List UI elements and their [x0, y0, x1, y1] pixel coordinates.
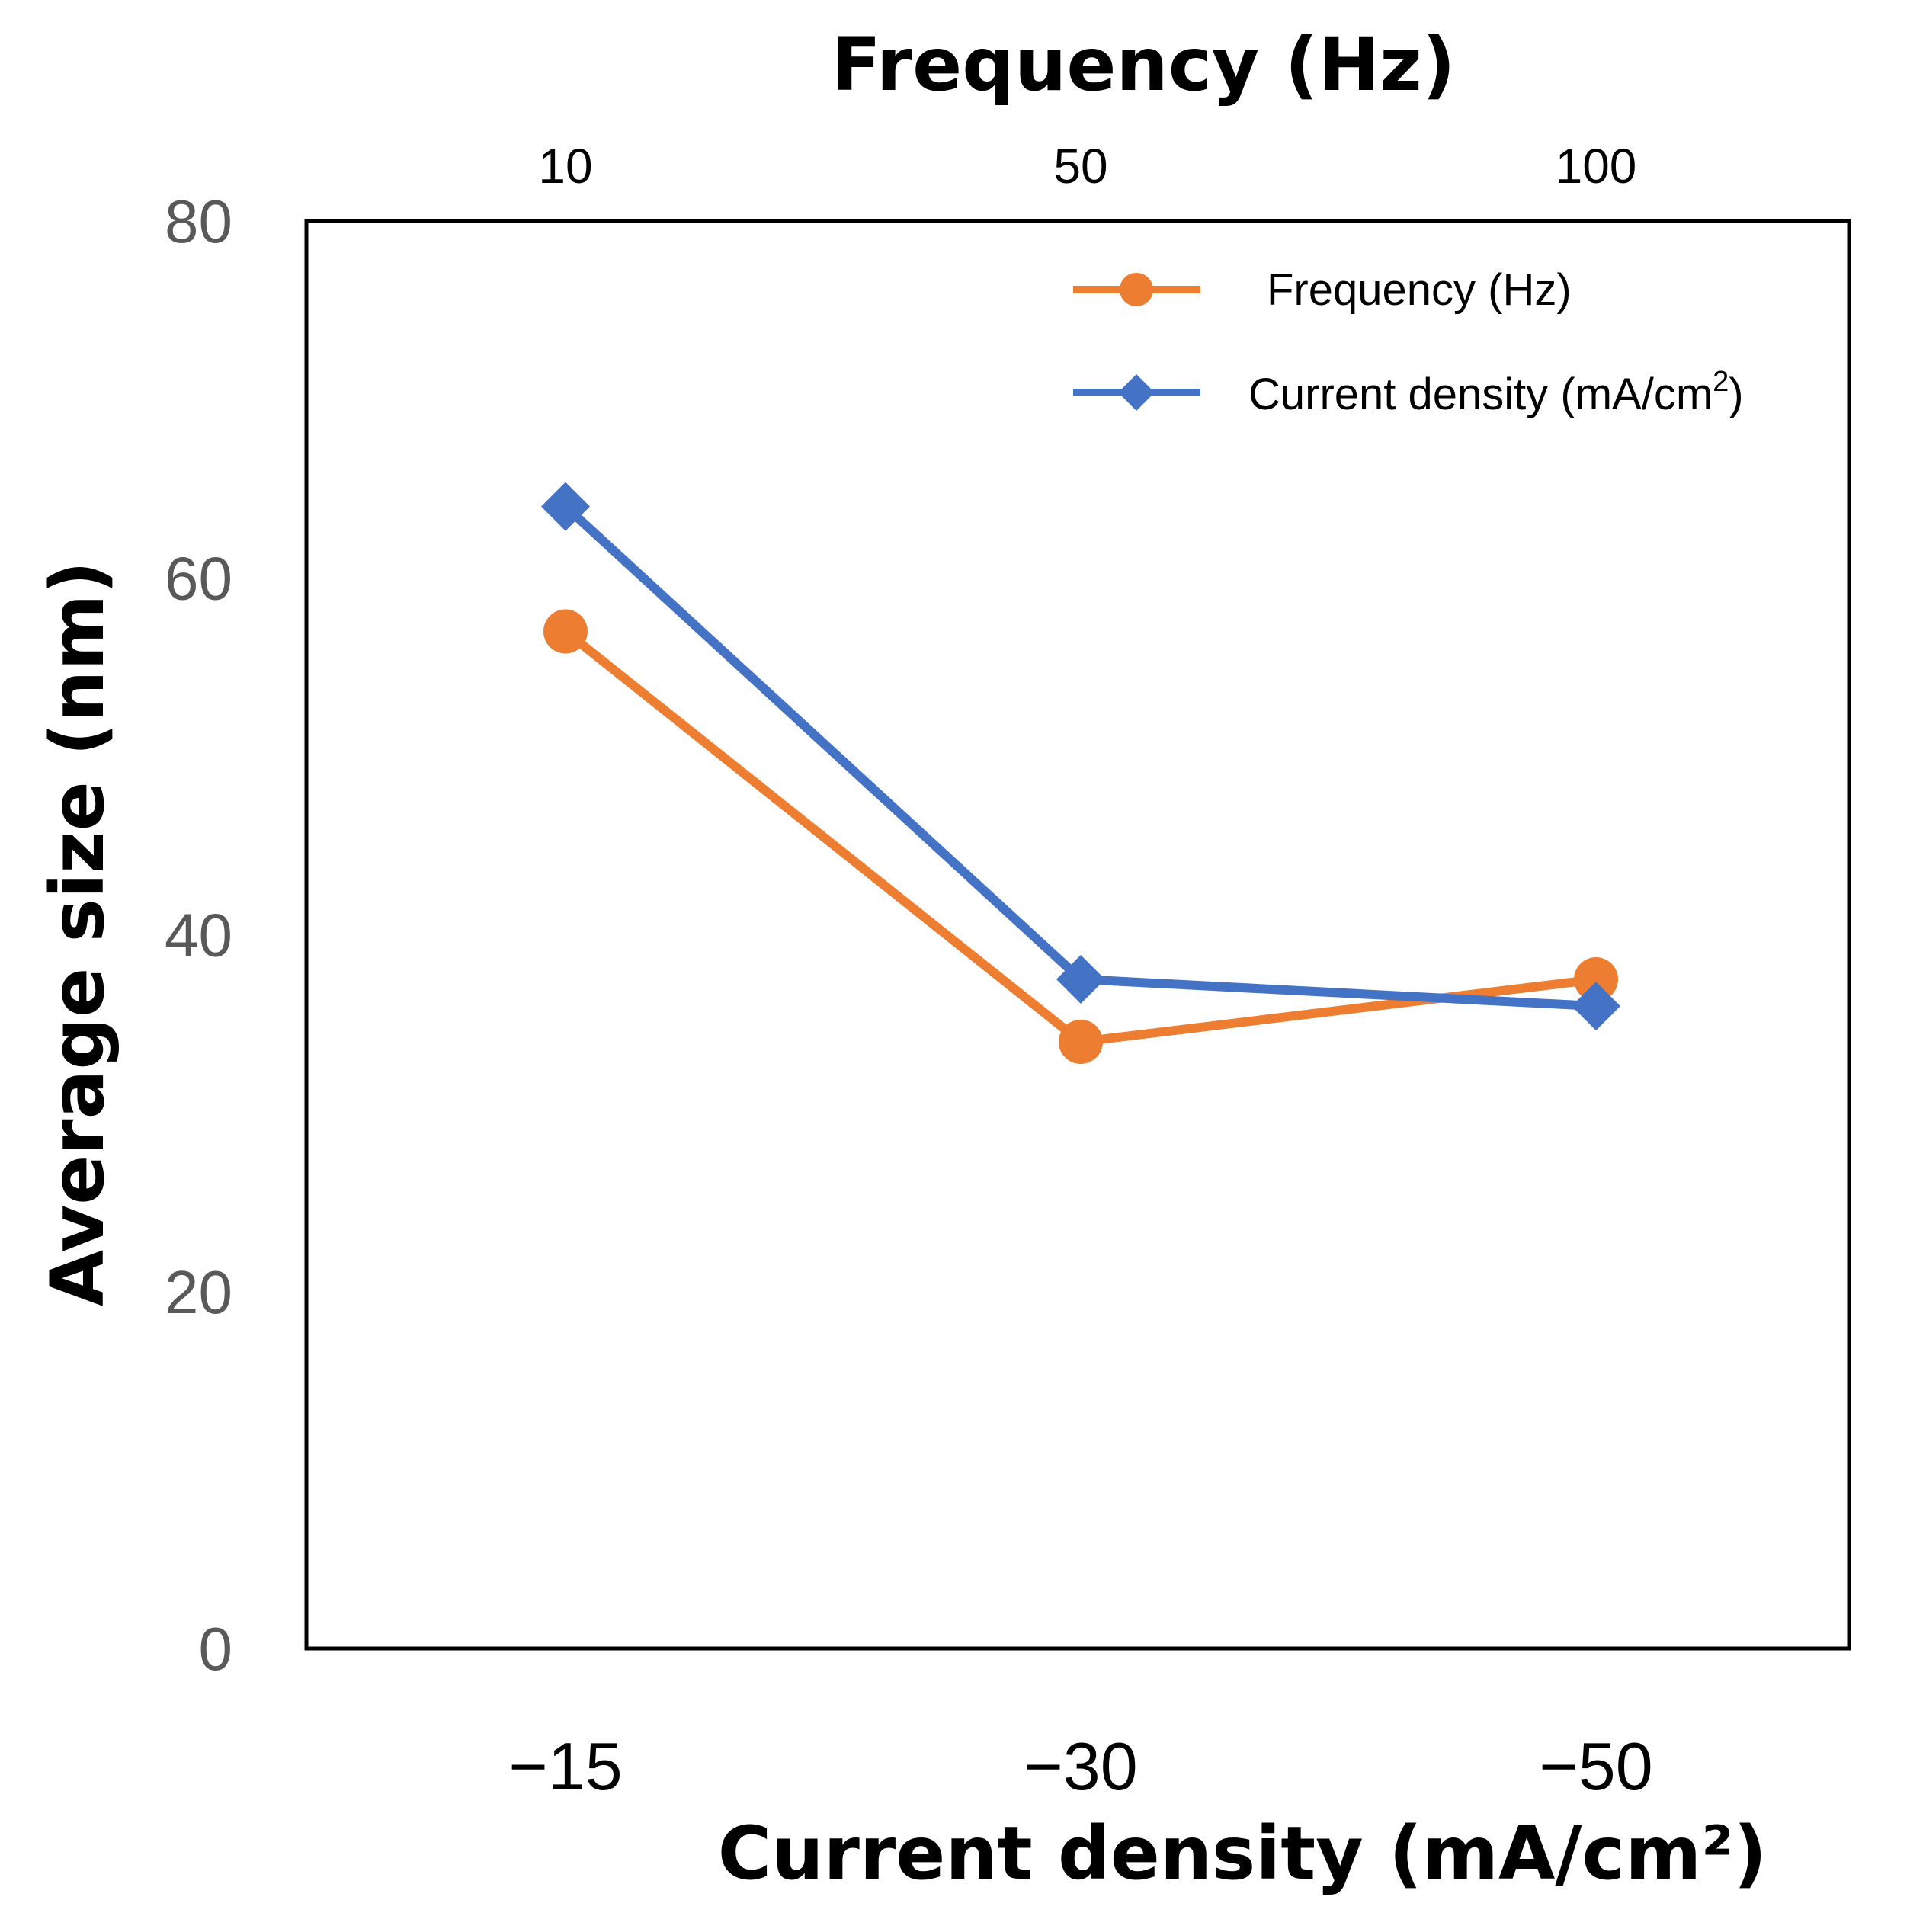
top-tick-label: 10: [538, 139, 592, 194]
top-tick-label: 50: [1053, 139, 1107, 194]
bottom-tick-labels: −15 −30 −50: [508, 1729, 1652, 1804]
legend-label-current-density-main: Current density (mA/cm: [1248, 370, 1713, 419]
data-point-frequency: [1059, 1019, 1103, 1064]
y-tick-label: 60: [165, 544, 232, 612]
plot-area-frame: [304, 219, 1851, 1651]
data-point-current-density: [1056, 955, 1105, 1004]
series-layer: [541, 482, 1620, 1064]
legend-label-current-density-superscript: 2: [1713, 366, 1729, 398]
legend-marker-frequency: [1120, 273, 1153, 306]
y-tick-label: 20: [165, 1258, 232, 1326]
bottom-axis-title: Current density (mA/cm²): [718, 1811, 1767, 1896]
bottom-tick-label: −30: [1024, 1729, 1137, 1804]
top-axis-title: Frequency (Hz): [831, 22, 1455, 107]
legend: Frequency (Hz) Current density (mA/cm2): [1073, 265, 1744, 419]
data-point-frequency: [1574, 957, 1618, 1002]
y-tick-label: 40: [165, 902, 232, 969]
legend-label-current-density: Current density (mA/cm2): [1248, 366, 1744, 419]
data-point-current-density: [1572, 982, 1620, 1031]
legend-marker-current-density: [1118, 374, 1155, 411]
data-point-frequency: [543, 609, 588, 654]
bottom-tick-label: −50: [1539, 1729, 1652, 1804]
data-point-current-density: [541, 482, 590, 531]
top-tick-label: 100: [1556, 139, 1637, 194]
y-tick-label: 80: [165, 187, 232, 255]
top-tick-labels: 10 50 100: [538, 139, 1636, 194]
legend-label-current-density-suffix: ): [1729, 370, 1743, 419]
bottom-tick-label: −15: [508, 1729, 622, 1804]
y-tick-label: 0: [199, 1615, 233, 1683]
y-axis-title: Average size (nm): [35, 561, 120, 1307]
y-tick-labels: 0 20 40 60 80: [165, 187, 232, 1683]
legend-label-frequency: Frequency (Hz): [1267, 265, 1572, 315]
